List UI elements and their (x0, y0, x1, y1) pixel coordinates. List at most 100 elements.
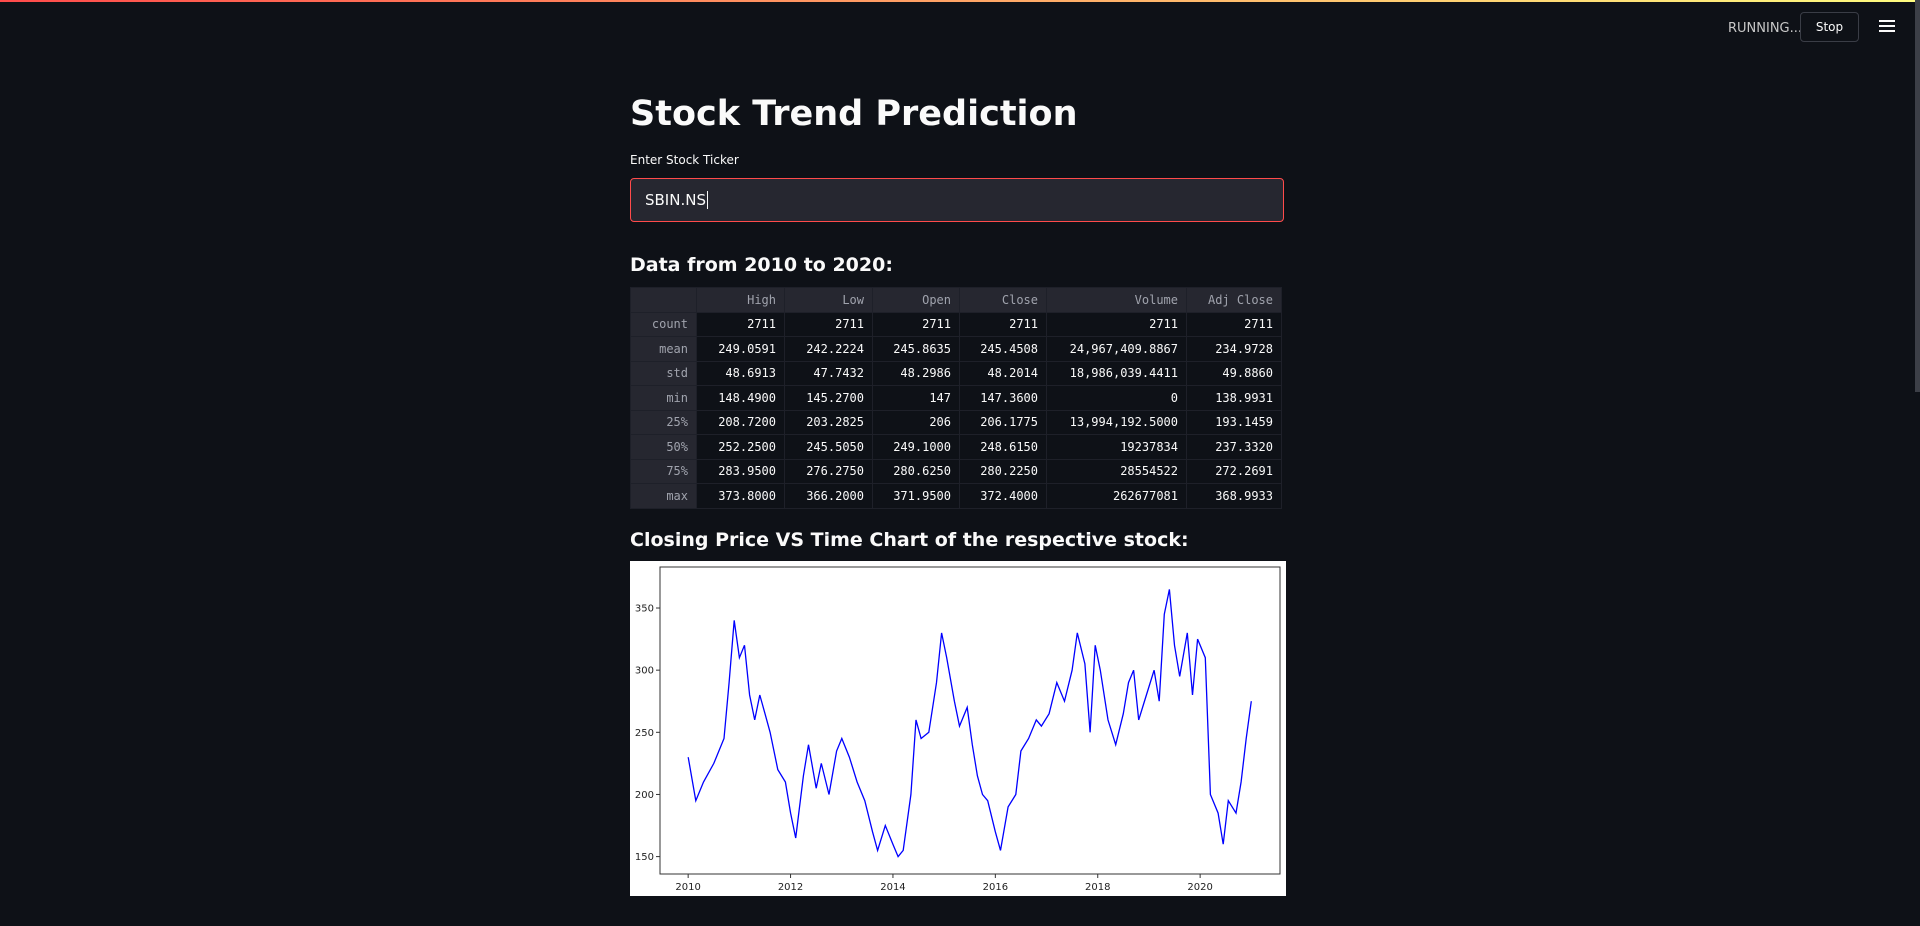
table-cell: 13,994,192.5000 (1046, 409, 1187, 435)
column-header: Adj Close (1186, 287, 1282, 313)
table-row: max 373.8000 366.2000 371.9500 372.4000 26267… (630, 483, 1282, 509)
running-status: RUNNING... (1728, 21, 1803, 36)
row-label: mean (630, 336, 697, 362)
table-cell: 252.2500 (696, 434, 785, 460)
table-cell: 47.7432 (784, 360, 873, 386)
table-cell: 206.1775 (959, 409, 1047, 435)
table-cell: 193.1459 (1186, 409, 1282, 435)
table-cell: 242.2224 (784, 336, 873, 362)
y-tick-label: 300 (635, 666, 654, 677)
table-cell: 371.9500 (872, 483, 960, 509)
status-bar-decoration (0, 0, 1920, 2)
y-tick-label: 150 (635, 852, 654, 863)
table-cell: 234.9728 (1186, 336, 1282, 362)
table-cell: 245.4508 (959, 336, 1047, 362)
table-row: min 148.4900 145.2700 147 147.3600 0 138.9931 (630, 385, 1282, 411)
table-cell: 24,967,409.8867 (1046, 336, 1187, 362)
table-cell: 2711 (872, 311, 960, 337)
row-label: 50% (630, 434, 697, 460)
table-cell: 262677081 (1046, 483, 1187, 509)
chart-heading: Closing Price VS Time Chart of the respe… (630, 529, 1189, 551)
x-tick-label: 2020 (1187, 882, 1212, 893)
table-cell: 249.1000 (872, 434, 960, 460)
column-header: Volume (1046, 287, 1187, 313)
table-cell: 147 (872, 385, 960, 411)
table-cell: 48.2986 (872, 360, 960, 386)
table-row: count 2711 2711 2711 2711 2711 2711 (630, 311, 1282, 337)
table-row: mean 249.0591 242.2224 245.8635 245.4508 24,9… (630, 336, 1282, 362)
table-cell: 280.2250 (959, 458, 1047, 484)
table-cell: 248.6150 (959, 434, 1047, 460)
chart: 150 200 250 300 350 2010 2012 2014 2016 2018 2020 (635, 566, 1281, 893)
table-cell: 2711 (1046, 311, 1187, 337)
stats-table: High Low Open Close Volume Adj Close count 271… (630, 287, 1282, 509)
price-line (687, 589, 1252, 858)
input-value: SBIN.NS (645, 191, 708, 209)
table-cell: 203.2825 (784, 409, 873, 435)
table-cell: 206 (872, 409, 960, 435)
table-cell: 372.4000 (959, 483, 1047, 509)
column-header: Low (784, 287, 873, 313)
page-title: Stock Trend Prediction (630, 94, 1078, 134)
table-row: 50% 252.2500 245.5050 249.1000 248.6150 19237… (630, 434, 1282, 460)
scrollbar[interactable] (1915, 0, 1920, 392)
table-cell: 18,986,039.4411 (1046, 360, 1187, 386)
row-label: 75% (630, 458, 697, 484)
table-cell: 48.6913 (696, 360, 785, 386)
table-cell: 0 (1046, 385, 1187, 411)
table-cell: 373.8000 (696, 483, 785, 509)
table-cell: 2711 (784, 311, 873, 337)
table-cell: 145.2700 (784, 385, 873, 411)
row-label: std (630, 360, 697, 386)
table-cell: 208.7200 (696, 409, 785, 435)
table-cell: 147.3600 (959, 385, 1047, 411)
input-label: Enter Stock Ticker (630, 153, 739, 167)
y-tick-label: 200 (635, 790, 654, 801)
table-row: 75% 283.9500 276.2750 280.6250 280.2250 28554… (630, 458, 1282, 484)
x-tick-label: 2014 (880, 882, 905, 893)
table-cell: 2711 (959, 311, 1047, 337)
plot-frame (659, 566, 1281, 875)
table-cell: 138.9931 (1186, 385, 1282, 411)
chart-image: 150 200 250 300 350 2010 2012 2014 2016 2018 2020 (630, 561, 1286, 896)
table-cell: 280.6250 (872, 458, 960, 484)
x-tick-label: 2018 (1085, 882, 1110, 893)
table-cell: 272.2691 (1186, 458, 1282, 484)
table-cell: 148.4900 (696, 385, 785, 411)
y-tick-label: 350 (635, 604, 654, 615)
column-header: Open (872, 287, 960, 313)
table-row: std 48.6913 47.7432 48.2986 48.2014 18,986,03… (630, 360, 1282, 386)
x-tick-label: 2012 (778, 882, 803, 893)
ticker-input[interactable]: SBIN.NS (630, 178, 1284, 222)
corner-cell (630, 287, 697, 313)
table-cell: 245.8635 (872, 336, 960, 362)
row-label: 25% (630, 409, 697, 435)
table-cell: 276.2750 (784, 458, 873, 484)
table-cell: 19237834 (1046, 434, 1187, 460)
table-cell: 366.2000 (784, 483, 873, 509)
table-cell: 2711 (1186, 311, 1282, 337)
column-header: High (696, 287, 785, 313)
table-cell: 28554522 (1046, 458, 1187, 484)
table-cell: 368.9933 (1186, 483, 1282, 509)
menu-button[interactable] (1879, 20, 1895, 35)
table-cell: 283.9500 (696, 458, 785, 484)
table-row: 25% 208.7200 203.2825 206 206.1775 13,994,192… (630, 409, 1282, 435)
table-cell: 49.8860 (1186, 360, 1282, 386)
y-tick-label: 250 (635, 728, 654, 739)
row-label: max (630, 483, 697, 509)
row-label: min (630, 385, 697, 411)
row-label: count (630, 311, 697, 337)
table-cell: 48.2014 (959, 360, 1047, 386)
table-cell: 2711 (696, 311, 785, 337)
table-cell: 245.5050 (784, 434, 873, 460)
x-tick-label: 2010 (675, 882, 700, 893)
table-cell: 249.0591 (696, 336, 785, 362)
table-cell: 237.3320 (1186, 434, 1282, 460)
x-tick-label: 2016 (983, 882, 1008, 893)
stop-button[interactable]: Stop (1800, 12, 1859, 42)
column-header: Close (959, 287, 1047, 313)
table-heading: Data from 2010 to 2020: (630, 254, 893, 276)
